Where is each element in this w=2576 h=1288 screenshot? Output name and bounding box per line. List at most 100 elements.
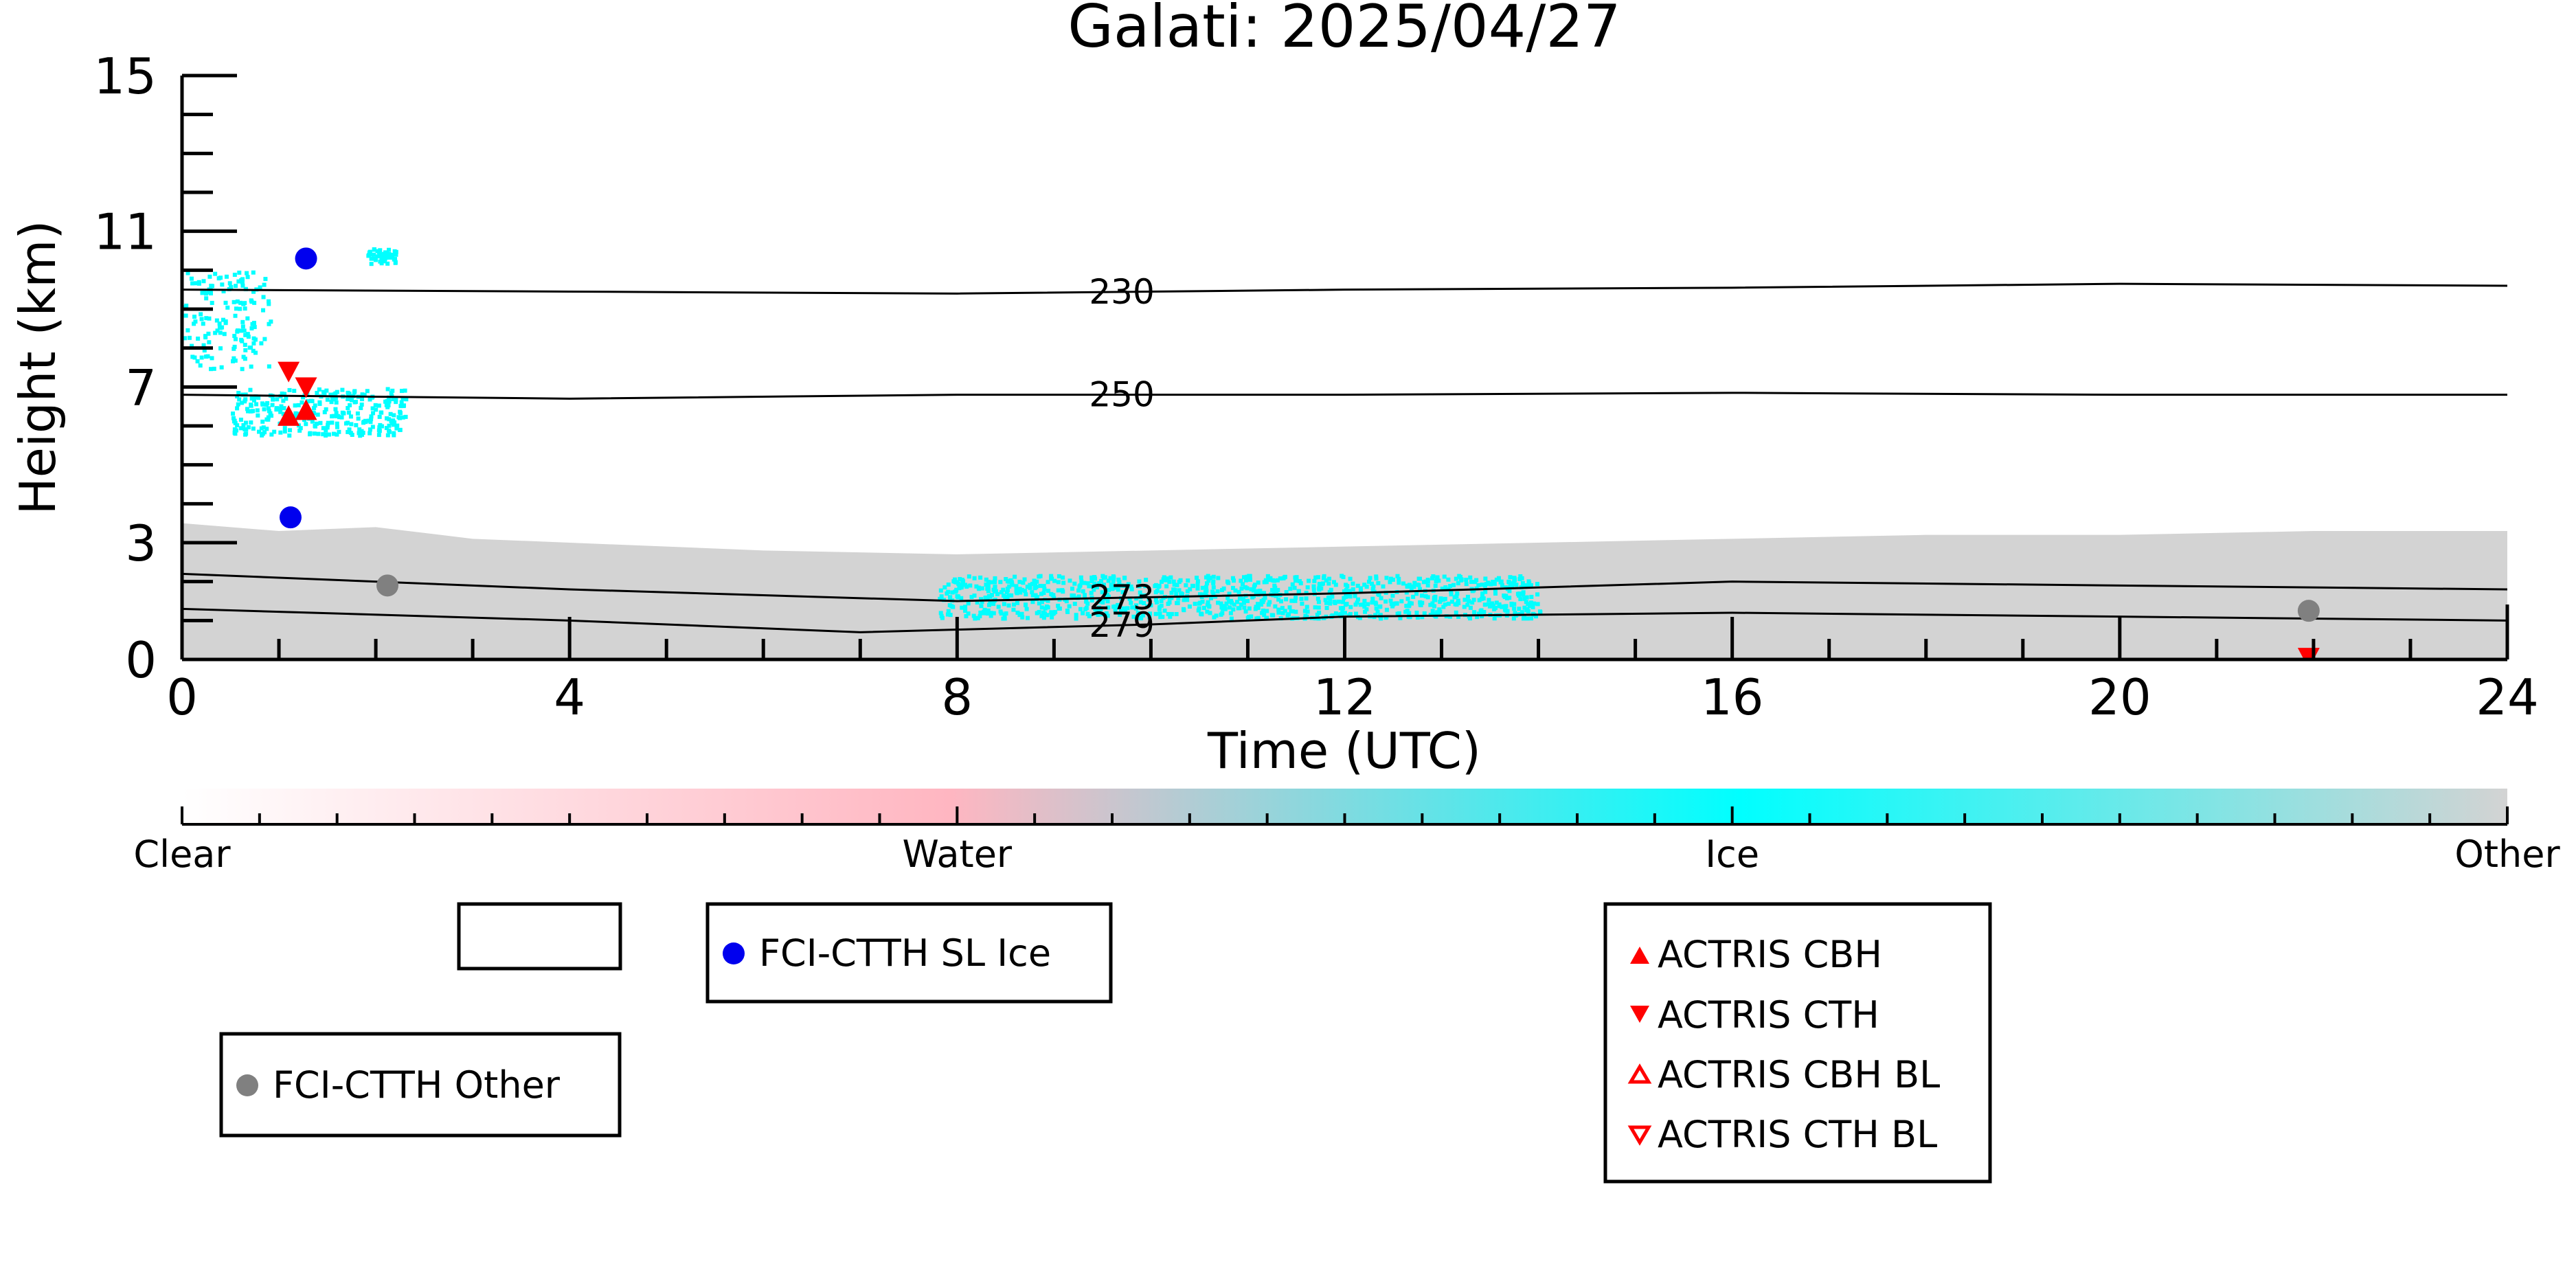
ice-pixel <box>938 596 942 601</box>
ice-pixel <box>1256 605 1261 610</box>
ice-pixel <box>261 308 266 313</box>
ice-pixel <box>1015 600 1019 605</box>
ice-pixel <box>327 432 332 437</box>
ice-pixel <box>1305 585 1310 590</box>
ice-pixel <box>1329 587 1333 592</box>
ice-pixel <box>1482 583 1487 588</box>
ice-pixel <box>953 577 958 582</box>
ice-pixel <box>374 407 379 412</box>
ice-pixel <box>370 425 375 429</box>
isotherm-line <box>182 282 2507 295</box>
ice-pixel <box>236 402 240 407</box>
ice-pixel <box>1289 598 1294 603</box>
ice-pixel <box>1076 594 1081 599</box>
ice-pixel <box>1006 603 1011 608</box>
ice-pixel <box>233 431 238 436</box>
ice-pixel <box>1509 585 1514 589</box>
ice-pixel <box>262 282 267 287</box>
ice-pixel <box>1214 613 1219 618</box>
ice-pixel <box>363 420 368 425</box>
ice-pixel <box>1045 613 1050 618</box>
ice-pixel <box>1482 609 1487 614</box>
ice-pixel <box>1265 609 1269 613</box>
ice-pixel <box>1018 590 1023 595</box>
ice-pixel <box>1004 577 1008 582</box>
ice-pixel <box>1508 575 1513 580</box>
ice-pixel <box>194 281 199 286</box>
ice-pixel <box>1373 600 1378 605</box>
ice-pixel <box>1528 583 1533 587</box>
ice-pixel <box>358 433 363 438</box>
ice-pixel <box>1462 605 1467 609</box>
ice-pixel <box>1239 586 1244 591</box>
ice-pixel <box>1478 609 1483 613</box>
ice-pixel <box>389 255 394 260</box>
ice-pixel <box>1272 589 1277 594</box>
ice-pixel <box>1125 606 1130 611</box>
ice-pixel <box>201 321 205 326</box>
ice-pixel <box>243 432 248 437</box>
ice-pixel <box>1175 600 1180 605</box>
ice-pixel <box>1275 578 1280 583</box>
ice-pixel <box>372 252 376 257</box>
ice-pixel <box>1278 576 1283 581</box>
ice-pixel <box>204 296 209 301</box>
fci-ctth-other-marker <box>2297 600 2320 622</box>
ice-pixel <box>1509 602 1514 607</box>
ice-pixel <box>1504 604 1509 609</box>
ice-pixel <box>382 253 387 258</box>
ice-pixel <box>1099 578 1104 583</box>
ice-pixel <box>1480 591 1485 596</box>
ice-pixel <box>1121 606 1126 611</box>
ice-pixel <box>1412 580 1417 585</box>
ice-pixel <box>1521 592 1526 597</box>
ice-pixel <box>957 586 962 591</box>
ice-pixel <box>1203 590 1208 595</box>
ice-pixel <box>1355 597 1360 602</box>
ice-pixel <box>376 403 381 408</box>
ice-pixel <box>1293 598 1298 603</box>
ice-pixel <box>392 420 397 425</box>
ice-pixel <box>1049 591 1054 596</box>
ice-pixel <box>383 399 388 404</box>
ice-pixel <box>1004 590 1009 595</box>
legend-box-actris <box>1603 902 1992 1184</box>
ice-pixel <box>196 336 201 341</box>
ice-pixel <box>1245 598 1250 603</box>
ice-pixel <box>982 607 987 612</box>
ice-pixel <box>305 399 310 404</box>
ice-pixel <box>1131 614 1136 619</box>
ice-pixel <box>1477 598 1482 602</box>
isotherm-line <box>182 392 2507 400</box>
ice-pixel <box>1017 580 1022 585</box>
ice-pixel <box>1078 575 1083 580</box>
ice-pixel <box>1258 588 1263 593</box>
ice-pixel <box>1001 616 1006 621</box>
ice-pixel <box>281 411 286 416</box>
ice-pixel <box>1089 575 1094 580</box>
ice-pixel <box>232 418 237 423</box>
ice-pixel <box>1197 592 1202 597</box>
ice-pixel <box>946 609 951 613</box>
ice-pixel <box>1176 596 1181 601</box>
plot-area <box>182 247 2507 659</box>
ice-pixel <box>1243 585 1248 589</box>
ice-pixel <box>1414 591 1419 596</box>
ice-pixel <box>1167 596 1172 600</box>
ice-pixel <box>1024 602 1028 607</box>
ice-pixel <box>1028 585 1032 590</box>
ice-pixel <box>376 250 381 255</box>
ice-pixel <box>1388 598 1393 603</box>
isotherm-label: 279 <box>1089 605 1154 645</box>
ice-pixel <box>960 578 964 583</box>
ice-pixel <box>266 415 271 420</box>
ice-pixel <box>1395 611 1400 616</box>
ice-pixel <box>1081 611 1085 615</box>
ice-pixel <box>1279 599 1284 604</box>
ice-pixel <box>1012 602 1017 607</box>
ice-pixel <box>1433 583 1438 588</box>
ice-pixel <box>368 427 372 432</box>
ice-pixel <box>1328 601 1333 606</box>
ice-pixel <box>1224 601 1229 606</box>
ice-pixel <box>1023 589 1028 594</box>
